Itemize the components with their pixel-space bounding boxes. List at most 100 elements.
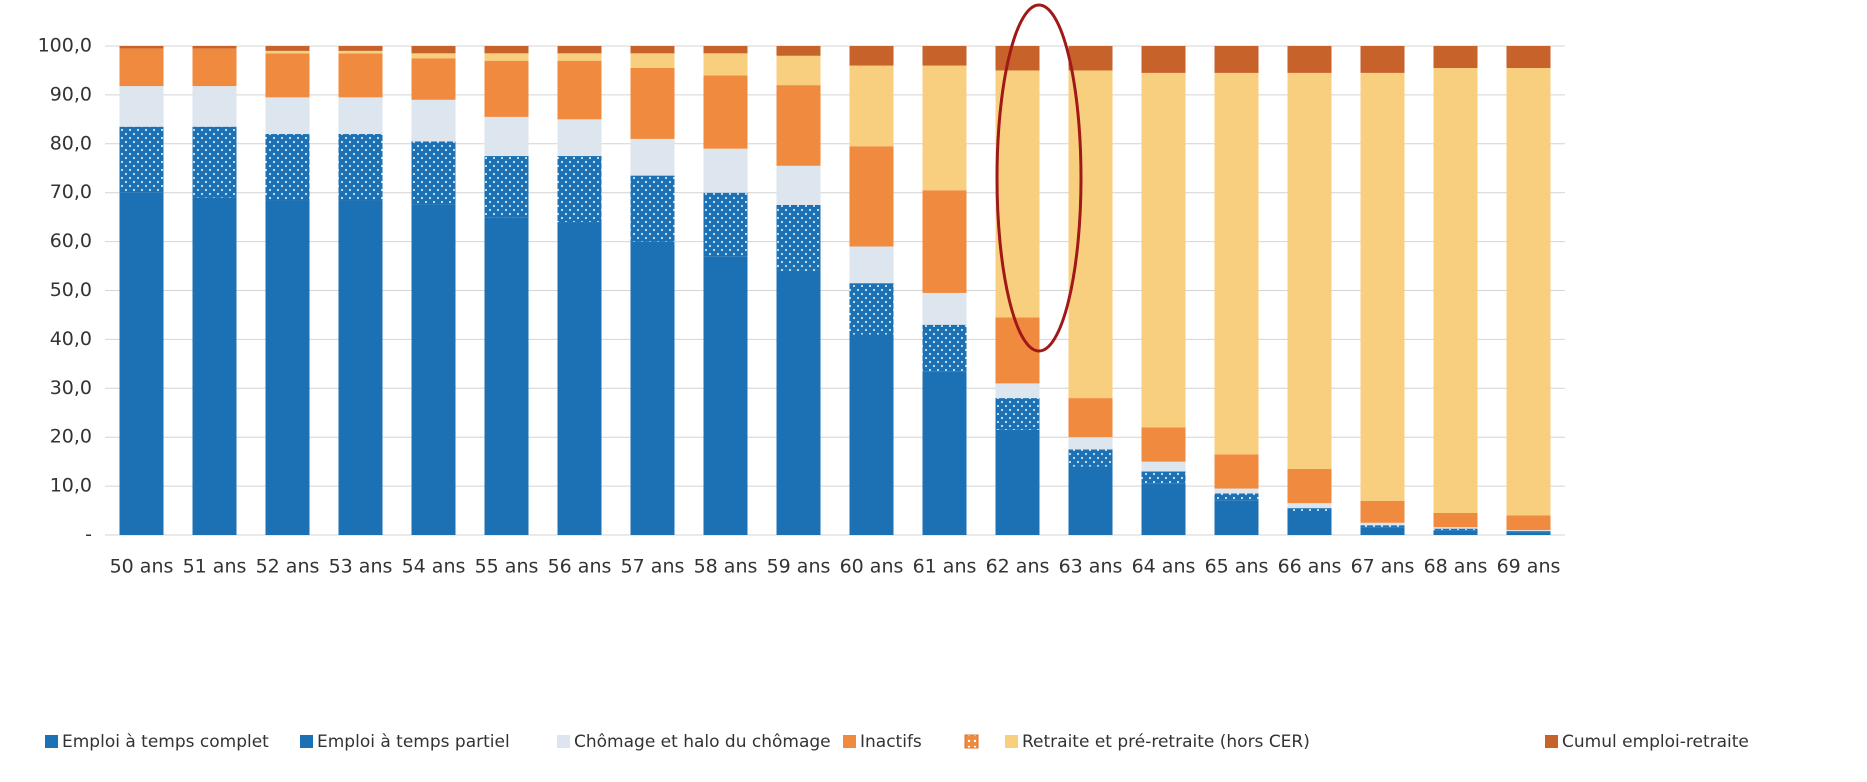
bar-segment xyxy=(630,46,675,54)
bar-segment xyxy=(1360,525,1405,528)
bar-segment xyxy=(338,97,383,135)
x-tick-label: 64 ans xyxy=(1132,556,1196,578)
bar-segment xyxy=(265,46,310,51)
legend-label: Emploi à temps complet xyxy=(62,732,269,752)
legend-swatch xyxy=(1545,735,1558,748)
bar-segment xyxy=(338,46,383,51)
plot-area: - 10,0 20,0 30,0 40,0 50,0 60,0 70,0 80,0 90,0 100… xyxy=(38,35,1565,578)
bar-segment xyxy=(1214,493,1259,501)
legend-item: Inactifs xyxy=(843,732,922,752)
bar-segment xyxy=(1433,530,1478,535)
bar-segment xyxy=(1287,508,1332,513)
legend-item: Emploi à temps complet xyxy=(45,732,269,752)
bar-segment xyxy=(1214,72,1259,455)
bar-segment xyxy=(411,204,456,536)
legend-label: Retraite et pré-retraite (hors CER) xyxy=(1022,732,1310,752)
x-tick-label: 51 ans xyxy=(183,556,247,578)
bar-segment xyxy=(557,46,602,54)
bar-segment xyxy=(192,48,237,87)
y-tick-label: 70,0 xyxy=(50,181,92,203)
x-tick-label: 61 ans xyxy=(913,556,977,578)
bar-segment xyxy=(119,192,164,535)
bar-segment xyxy=(776,165,821,205)
x-tick-label: 63 ans xyxy=(1059,556,1123,578)
bar-segment xyxy=(1141,72,1186,428)
x-tick-label: 69 ans xyxy=(1497,556,1561,578)
bar-segment xyxy=(338,134,383,201)
bar-segment xyxy=(1214,488,1259,494)
bar-segment xyxy=(703,192,748,257)
legend-item: Retraite et pré-retraite (hors CER) xyxy=(1005,732,1310,752)
x-tick-label: 58 ans xyxy=(694,556,758,578)
bar-segment xyxy=(703,53,748,76)
bar-segment xyxy=(119,48,164,87)
bar-segment xyxy=(630,68,675,139)
bar-segment xyxy=(557,60,602,120)
bar-segment xyxy=(703,75,748,149)
bar-segment xyxy=(1141,483,1186,535)
bar-segment xyxy=(849,65,894,147)
x-tick-label: 60 ans xyxy=(840,556,904,578)
bar-segment xyxy=(630,138,675,176)
bar-segment xyxy=(1506,46,1551,69)
bar-segment xyxy=(1433,68,1478,513)
bar-segment xyxy=(1506,68,1551,516)
bar-segment xyxy=(1068,46,1113,71)
bar-segment xyxy=(1360,527,1405,535)
bar-segment xyxy=(849,146,894,247)
bar-segment xyxy=(776,204,821,271)
bar-segment xyxy=(1506,530,1551,532)
x-tick-label: 66 ans xyxy=(1278,556,1342,578)
bar-segment xyxy=(1068,449,1113,467)
y-tick-label: 60,0 xyxy=(50,230,92,252)
bar-segment xyxy=(192,86,237,127)
bar-segment xyxy=(557,222,602,536)
bar-segment xyxy=(1068,437,1113,450)
bar-segment xyxy=(849,334,894,535)
bar-segment xyxy=(1287,468,1332,504)
legend-item: Chômage et halo du chômage xyxy=(557,732,831,752)
legend-item: Cumul emploi-retraite xyxy=(1545,732,1749,752)
bar-segment xyxy=(338,50,383,54)
bar-segment xyxy=(411,58,456,100)
bar-segment xyxy=(411,141,456,205)
y-tick-label: 40,0 xyxy=(50,328,92,350)
bar-segment xyxy=(1433,512,1478,528)
x-tick-label: 54 ans xyxy=(402,556,466,578)
bar-segment xyxy=(484,60,529,117)
bar-segment xyxy=(776,270,821,535)
bar-segment xyxy=(1141,46,1186,73)
bar-segment xyxy=(1360,522,1405,526)
y-tick-label: 20,0 xyxy=(50,426,92,448)
bar-segment xyxy=(1433,528,1478,531)
bar-segment xyxy=(1141,427,1186,462)
bar-segment xyxy=(1214,454,1259,489)
bar-segment xyxy=(1360,500,1405,523)
bar-segment xyxy=(192,46,237,49)
bar-segment xyxy=(630,241,675,535)
bar-segment xyxy=(922,292,967,325)
bar-segment xyxy=(922,371,967,535)
bar-segment xyxy=(1287,72,1332,469)
bar-segment xyxy=(1068,398,1113,438)
legend-swatch xyxy=(300,735,313,748)
bar-segment xyxy=(484,53,529,61)
bar-segment xyxy=(119,126,164,193)
bar-segment xyxy=(265,50,310,54)
bar-segment xyxy=(922,190,967,293)
bar-segment xyxy=(1214,500,1259,535)
bar-segment xyxy=(1141,471,1186,484)
bar-segment xyxy=(1068,466,1113,535)
x-tick-label: 62 ans xyxy=(986,556,1050,578)
bar-segment xyxy=(119,86,164,127)
bar-segment xyxy=(557,156,602,223)
bar-segment xyxy=(776,46,821,56)
bar-segment xyxy=(1141,461,1186,472)
bar-segment xyxy=(1068,70,1113,399)
legend-label: Emploi à temps partiel xyxy=(317,732,510,752)
bar-segment xyxy=(119,46,164,49)
bar-segment xyxy=(484,46,529,54)
bar-segment xyxy=(922,324,967,372)
legend-label: Chômage et halo du chômage xyxy=(574,732,831,752)
